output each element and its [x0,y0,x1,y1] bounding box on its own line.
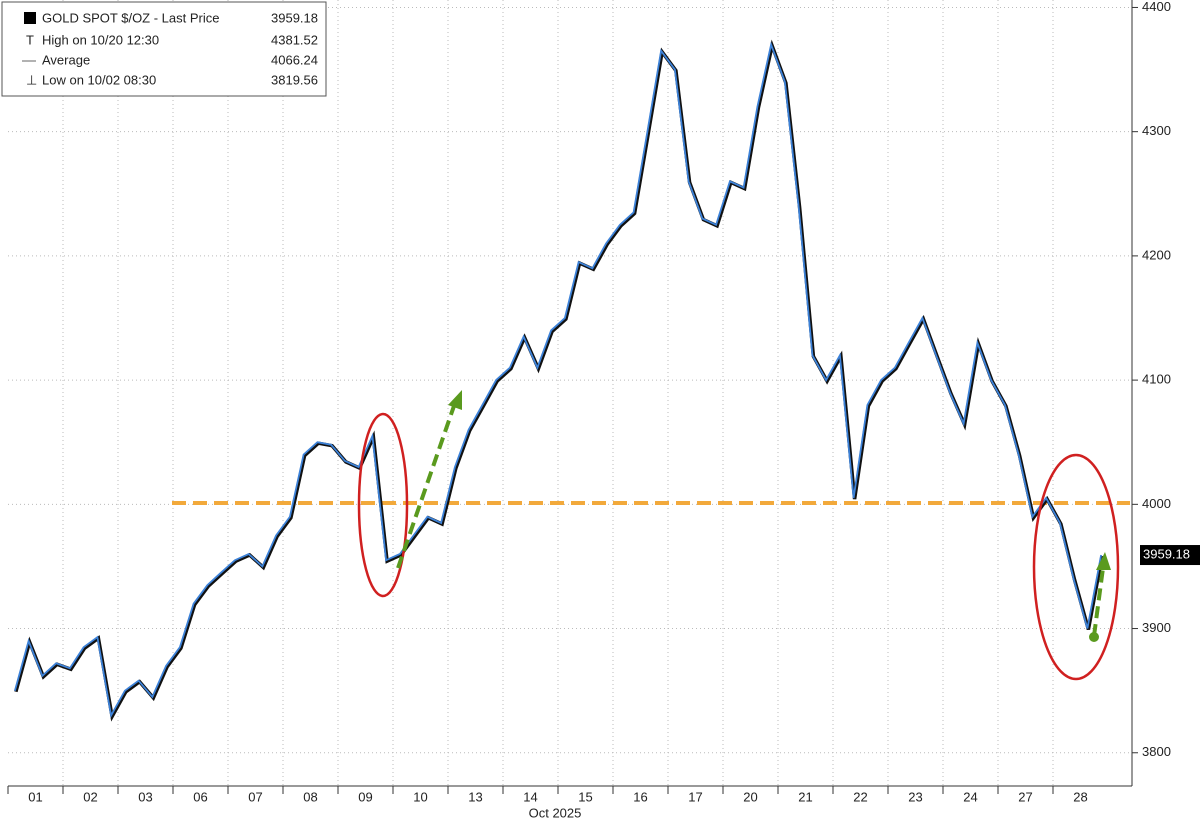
x-tick-label: 13 [468,789,482,804]
highlight-circle [1032,453,1120,681]
legend-label: GOLD SPOT $/OZ - Last Price [42,10,219,25]
arrow-head [448,390,462,410]
x-tick-label: 21 [798,789,812,804]
x-tick-label: 08 [303,789,317,804]
x-tick-label: 01 [28,789,42,804]
x-tick-label: 14 [523,789,537,804]
legend-value: 3819.56 [271,72,318,87]
x-tick-label: 20 [743,789,757,804]
y-tick-label: 3800 [1142,744,1171,759]
legend-label: High on 10/20 12:30 [42,32,159,47]
legend-label: Low on 10/02 08:30 [42,72,156,87]
legend-value: 4066.24 [271,52,318,67]
arrow [396,402,457,569]
last-price-box [1140,545,1200,566]
legend: GOLD SPOT $/OZ - Last Price 3959.18 T Hi… [1,1,327,97]
y-tick-label: 4100 [1142,372,1171,387]
grid [8,0,1130,786]
y-tick-label: 4000 [1142,496,1171,511]
x-tick-label: 24 [963,789,977,804]
x-tick-label: 03 [138,789,152,804]
y-tick-label: 4400 [1142,0,1171,14]
legend-icon: T [26,32,34,47]
y-tick-label: 4300 [1142,123,1171,138]
x-tick-label: 17 [688,789,702,804]
legend-box [1,1,327,97]
arrow-tail [1089,632,1099,642]
x-tick-label: 16 [633,789,647,804]
x-tick-label: 27 [1018,789,1032,804]
x-axis-label: Oct 2025 [529,805,582,820]
arrow-head [1096,552,1111,570]
y-tick-label: 4200 [1142,247,1171,262]
price-shadow [14,39,1104,722]
x-tick-label: 10 [413,789,427,804]
legend-icon: ⊥ [26,72,37,87]
x-tick-label: 06 [193,789,207,804]
legend-value: 3959.18 [271,10,318,25]
highlight-circle [357,412,409,598]
legend-label: Average [42,52,90,67]
x-tick-label: 23 [908,789,922,804]
price-line [14,41,1102,719]
x-tick-label: 07 [248,789,262,804]
legend-swatch [24,12,36,24]
last-price-tag: 3959.18 [1140,545,1200,566]
y-tick-label: 3900 [1142,620,1171,635]
x-tick-label: 28 [1073,789,1087,804]
x-tick-label: 22 [853,789,867,804]
x-tick-label: 15 [578,789,592,804]
legend-value: 4381.52 [271,32,318,47]
x-tick-label: 02 [83,789,97,804]
x-tick-label: 09 [358,789,372,804]
plot [14,39,1104,722]
last-price-label: 3959.18 [1143,546,1190,561]
arrow [1092,567,1105,637]
